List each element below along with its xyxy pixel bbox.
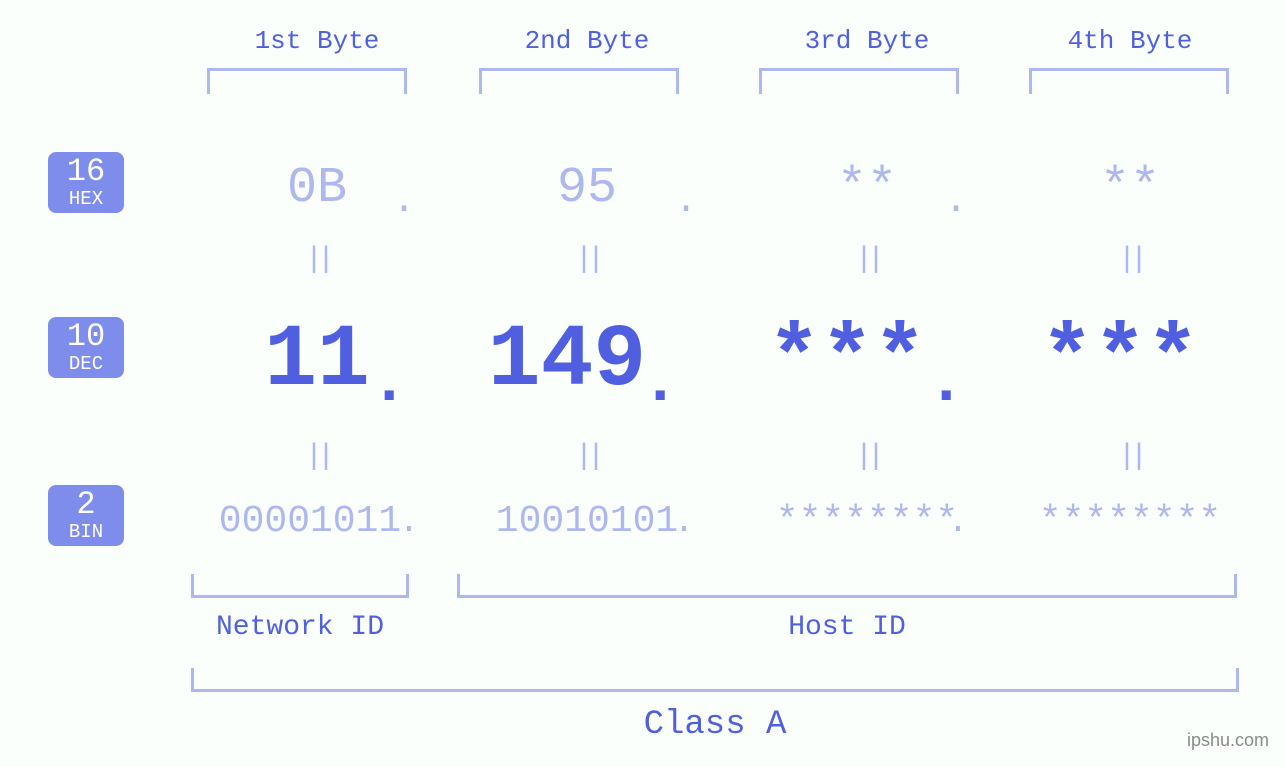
bracket-class (191, 668, 1239, 692)
badge-hex: 16 HEX (48, 152, 124, 213)
eq1-3: || (737, 243, 997, 277)
eq1-2: || (457, 243, 717, 277)
badge-dec-txt: DEC (48, 355, 124, 374)
eq2-2: || (457, 440, 717, 474)
hex-dot-1: . (389, 180, 419, 223)
eq2-3: || (737, 440, 997, 474)
watermark: ipshu.com (1187, 730, 1269, 751)
badge-bin-num: 2 (48, 489, 124, 521)
hex-byte-4: ** (1000, 160, 1260, 217)
hex-dot-2: . (671, 180, 701, 223)
dec-dot-2: . (641, 348, 671, 420)
byte-label-3: 3rd Byte (737, 26, 997, 56)
badge-bin: 2 BIN (48, 485, 124, 546)
hex-dot-3: . (941, 180, 971, 223)
bin-dot-2: . (669, 504, 699, 542)
eq1-1: || (187, 243, 447, 277)
bin-dot-3: . (943, 504, 973, 542)
badge-dec-num: 10 (48, 321, 124, 353)
byte-label-2: 2nd Byte (457, 26, 717, 56)
eq2-4: || (1000, 440, 1260, 474)
eq2-1: || (187, 440, 447, 474)
dec-dot-3: . (927, 348, 957, 420)
dec-byte-4: *** (990, 312, 1250, 411)
top-bracket-2 (479, 68, 679, 94)
top-bracket-4 (1029, 68, 1229, 94)
badge-hex-txt: HEX (48, 190, 124, 209)
badge-bin-txt: BIN (48, 523, 124, 542)
byte-label-4: 4th Byte (1000, 26, 1260, 56)
eq1-4: || (1000, 243, 1260, 277)
bracket-network-id (191, 574, 409, 598)
ip-representation-diagram: 1st Byte 2nd Byte 3rd Byte 4th Byte 16 H… (0, 0, 1285, 767)
label-network-id: Network ID (191, 612, 409, 643)
bin-dot-1: . (394, 504, 424, 542)
bracket-host-id (457, 574, 1237, 598)
badge-hex-num: 16 (48, 156, 124, 188)
label-class: Class A (191, 706, 1239, 744)
badge-dec: 10 DEC (48, 317, 124, 378)
byte-label-1: 1st Byte (187, 26, 447, 56)
label-host-id: Host ID (457, 612, 1237, 643)
dec-byte-1: 11 (187, 312, 447, 411)
top-bracket-3 (759, 68, 959, 94)
top-bracket-1 (207, 68, 407, 94)
dec-dot-1: . (370, 348, 400, 420)
bin-byte-4: ******** (1000, 500, 1260, 543)
